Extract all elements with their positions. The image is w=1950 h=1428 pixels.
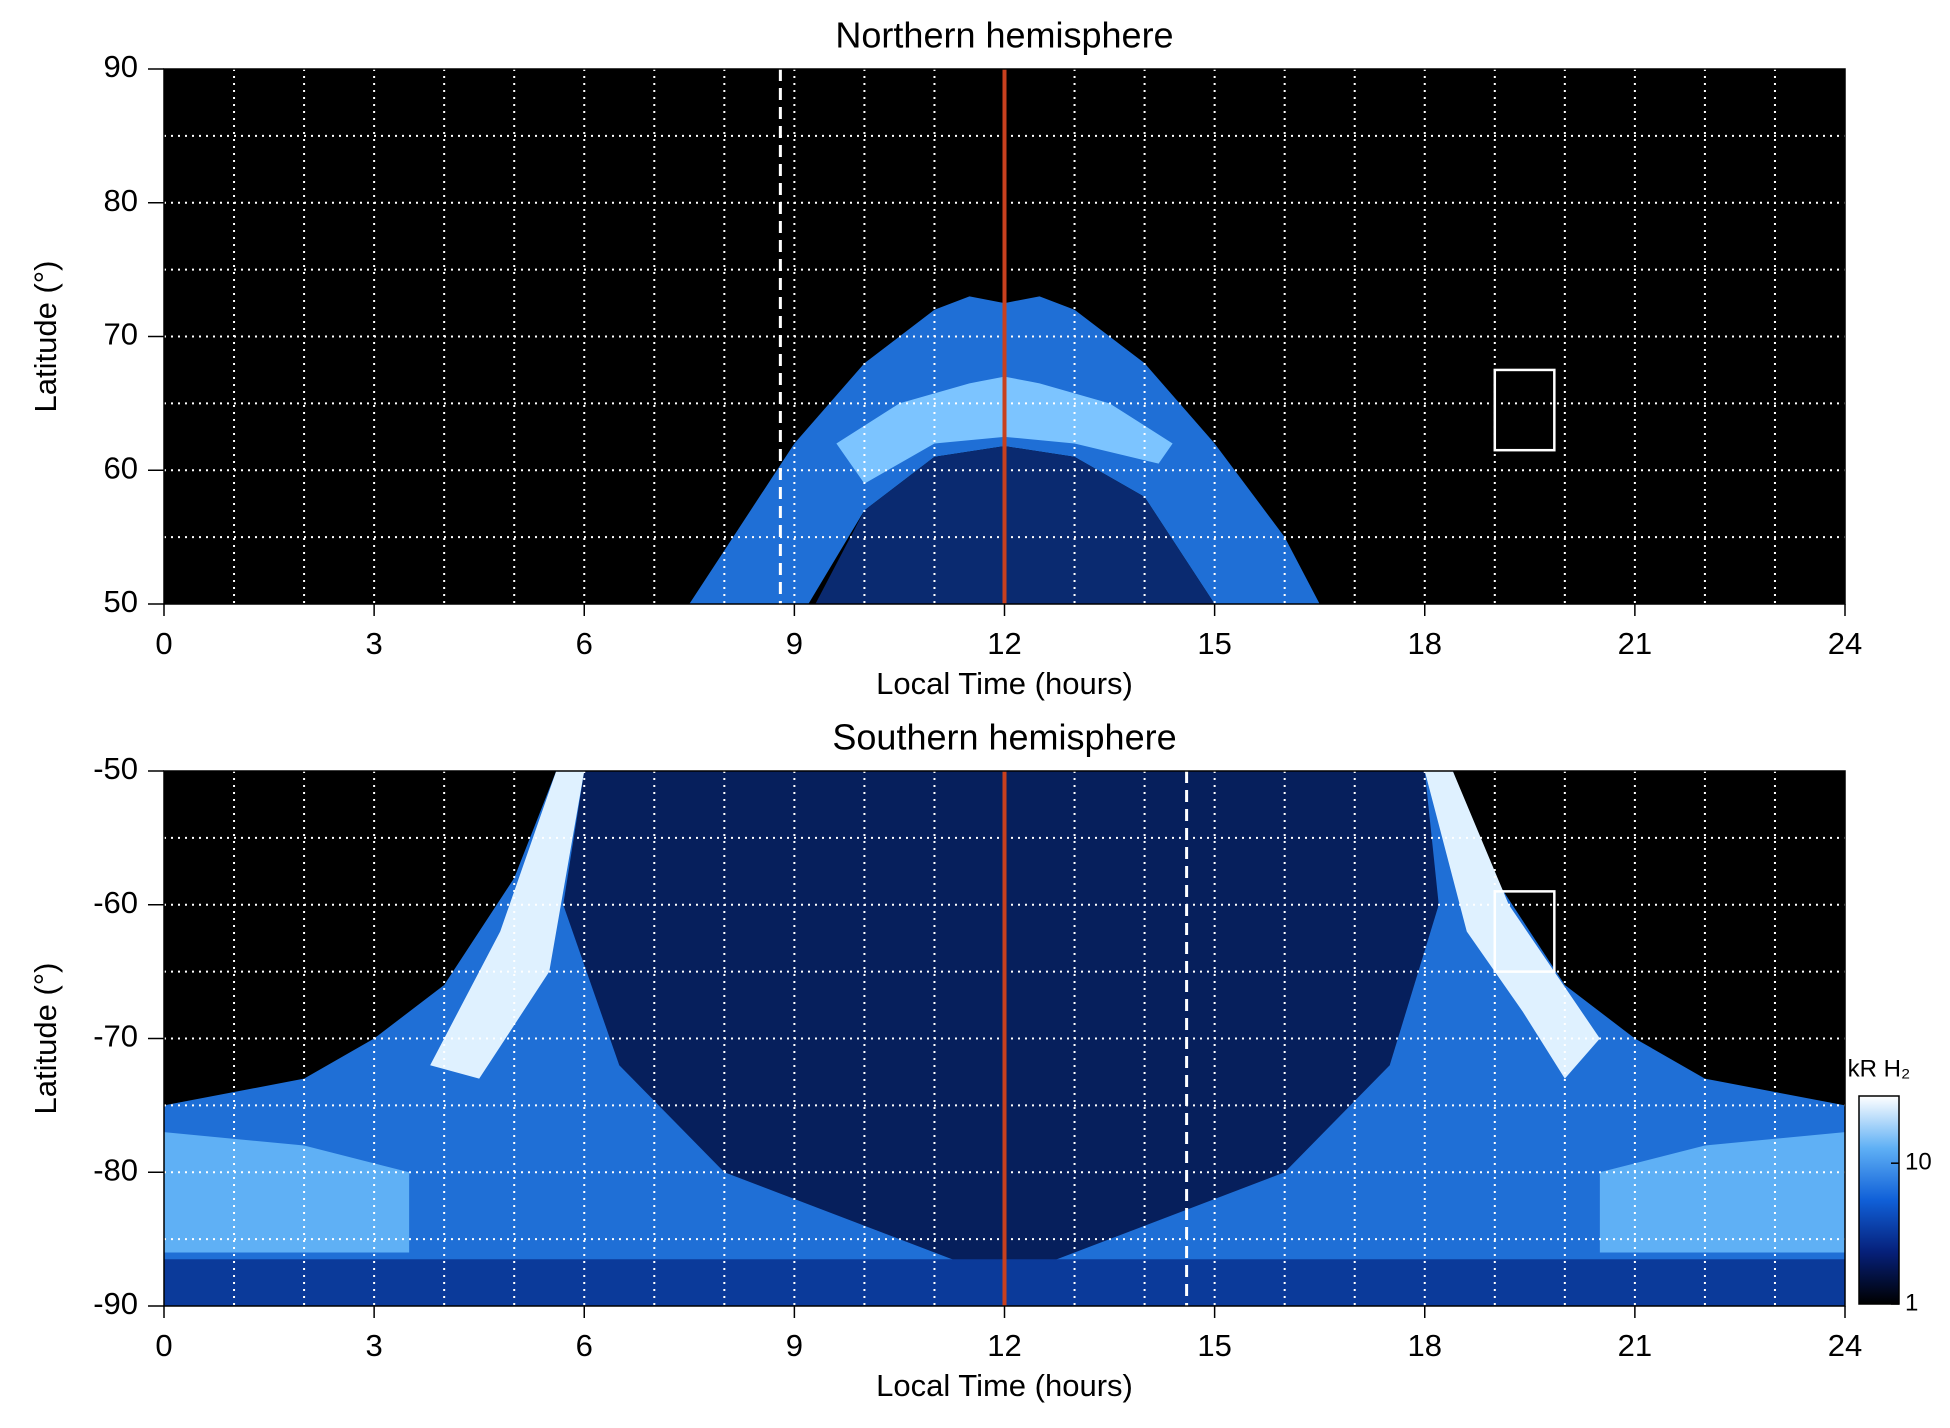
x-tick-label: 21 <box>1618 626 1652 661</box>
x-tick-label: 24 <box>1828 1328 1862 1363</box>
y-tick-label: 50 <box>104 584 138 619</box>
x-tick-label: 18 <box>1408 626 1442 661</box>
aurora-region <box>1599 1132 1845 1253</box>
x-tick-label: 6 <box>576 1328 593 1363</box>
y-tick-label: 60 <box>104 450 138 485</box>
y-tick-label: -90 <box>93 1286 138 1321</box>
y-tick-label: -70 <box>93 1019 138 1054</box>
x-tick-label: 3 <box>366 626 383 661</box>
colorbar-label: kR H₂ <box>1848 1055 1911 1082</box>
x-tick-label: 15 <box>1197 1328 1231 1363</box>
x-tick-label: 9 <box>786 1328 803 1363</box>
y-axis-label: Latitude (°) <box>28 963 63 1115</box>
colorbar-tick-label: 10 <box>1905 1149 1932 1176</box>
x-tick-label: 18 <box>1408 1328 1442 1363</box>
x-tick-label: 3 <box>366 1328 383 1363</box>
y-tick-label: -60 <box>93 885 138 920</box>
y-axis-label: Latitude (°) <box>28 261 63 413</box>
y-tick-label: -50 <box>93 751 138 786</box>
chart-title: Northern hemisphere <box>835 15 1173 56</box>
x-tick-label: 0 <box>155 626 172 661</box>
region-box <box>1493 368 1556 452</box>
y-tick-label: 70 <box>104 317 138 352</box>
aurora-region <box>563 771 1439 1280</box>
x-tick-label: 12 <box>987 1328 1021 1363</box>
x-tick-label: 21 <box>1618 1328 1652 1363</box>
aurora-region <box>430 771 585 1079</box>
colorbar <box>1858 1095 1900 1305</box>
y-tick-label: 90 <box>104 49 138 84</box>
colorbar-tick-label: 1 <box>1905 1289 1918 1316</box>
x-axis-label: Local Time (hours) <box>876 666 1133 701</box>
region-box <box>1493 890 1556 973</box>
aurora-region <box>1424 771 1600 1079</box>
x-axis-label: Local Time (hours) <box>876 1368 1133 1403</box>
x-tick-label: 15 <box>1197 626 1231 661</box>
y-tick-label: -80 <box>93 1152 138 1187</box>
aurora-region <box>815 446 1215 604</box>
x-tick-label: 24 <box>1828 626 1862 661</box>
x-tick-label: 0 <box>155 1328 172 1363</box>
x-tick-label: 6 <box>576 626 593 661</box>
aurora-region <box>164 1132 410 1253</box>
y-tick-label: 80 <box>104 183 138 218</box>
aurora-region <box>689 296 1320 604</box>
x-tick-label: 12 <box>987 626 1021 661</box>
chart-title: Southern hemisphere <box>832 717 1176 758</box>
x-tick-label: 9 <box>786 626 803 661</box>
